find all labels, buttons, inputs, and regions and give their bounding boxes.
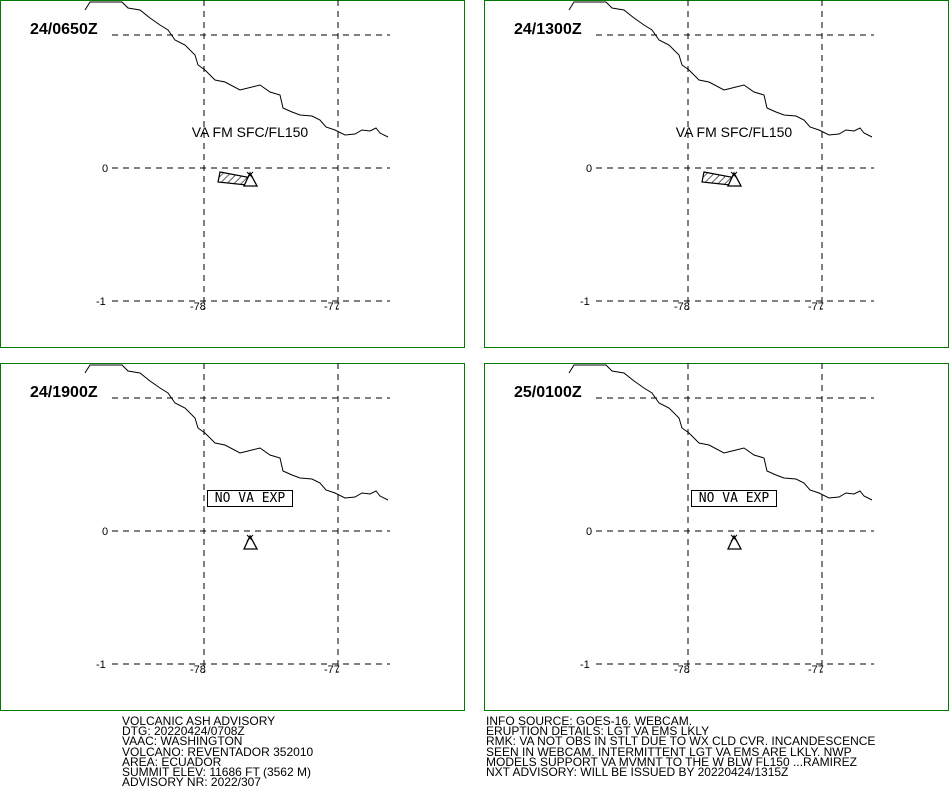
label-bg	[510, 381, 590, 401]
lon-label: -78	[674, 301, 690, 313]
annotation-box	[691, 490, 777, 507]
volcano	[242, 171, 259, 187]
annotation-box	[207, 490, 293, 507]
label-bg	[26, 381, 106, 401]
coastline	[84, 364, 389, 501]
ash-annotation: NO VA EXP	[215, 491, 286, 506]
map-panel: 25/0100Z 0 -1 -78 -77 NO VA EXP	[484, 363, 949, 711]
volcano	[242, 534, 259, 550]
lat-label: -1	[580, 659, 590, 671]
lat-label: -1	[96, 296, 106, 308]
advisory-right: INFO SOURCE: GOES-16. WEBCAM. ERUPTION DE…	[486, 714, 876, 780]
panel-border	[484, 363, 949, 711]
ash-annotation: VA FM SFC/FL150	[192, 124, 309, 140]
advisory-line: DTG: 20220424/0708Z	[122, 724, 245, 739]
advisory-line: SEEN IN WEBCAM. INTERMITTENT LGT VA EMS …	[486, 744, 852, 759]
map-panel: 24/1900Z 0 -1 -78 -77 NO VA EXP	[0, 363, 465, 711]
lat-label: 0	[586, 163, 592, 175]
advisory-line: VOLCANO: REVENTADOR 352010	[122, 744, 314, 759]
advisory-line: ADVISORY NR: 2022/307	[122, 775, 261, 790]
advisory-line: VAAC: WASHINGTON	[122, 734, 243, 749]
lon-label: -78	[190, 664, 206, 676]
volcano-plume	[246, 171, 254, 179]
volcano-plume	[730, 171, 738, 179]
ash-annotation: NO VA EXP	[699, 491, 770, 506]
lon-label: -78	[674, 664, 690, 676]
valid-time: 24/0650Z	[30, 21, 98, 38]
advisory-line: AREA: ECUADOR	[122, 754, 222, 769]
lon-label: -78	[190, 301, 206, 313]
lat-label: -1	[580, 296, 590, 308]
volcano	[726, 171, 743, 187]
lat-label: 0	[102, 526, 108, 538]
valid-time: 24/1300Z	[514, 21, 582, 38]
volcano-plume	[730, 534, 738, 542]
advisory-line: VOLCANIC ASH ADVISORY	[122, 714, 276, 728]
volcano-plume	[246, 534, 254, 542]
map-panel: 24/1300Z 0 -1 -78 -77 VA FM SFC/FL150	[484, 0, 949, 348]
advisory-line: ERUPTION DETAILS: LGT VA EMS LKLY	[486, 724, 710, 739]
panel-border	[0, 363, 465, 711]
advisory-line: NXT ADVISORY: WILL BE ISSUED BY 20220424…	[486, 765, 789, 780]
map-panel: 24/0650Z 0 -1 -78 -77 VA FM SFC/FL150	[0, 0, 465, 348]
valid-time: 24/1900Z	[30, 384, 98, 401]
panel-border	[0, 0, 465, 348]
lon-label: -77	[324, 301, 340, 313]
volcano	[726, 534, 743, 550]
lon-label: -77	[808, 301, 824, 313]
advisory-line: MODELS SUPPORT VA MVMNT TO THE W BLW FL1…	[486, 754, 857, 769]
advisory-line: RMK: VA NOT OBS IN STLT DUE TO WX CLD CV…	[486, 734, 876, 749]
lon-label: -77	[808, 664, 824, 676]
lat-label: -1	[96, 659, 106, 671]
valid-time: 25/0100Z	[514, 384, 582, 401]
coastline	[568, 1, 873, 138]
advisory-line: SUMMIT ELEV: 11686 FT (3562 M)	[122, 765, 311, 780]
lon-label: -77	[324, 664, 340, 676]
coastline	[568, 364, 873, 501]
label-bg	[26, 18, 106, 38]
coastline	[84, 1, 389, 138]
panel-border	[484, 0, 949, 348]
lat-label: 0	[586, 526, 592, 538]
lat-label: 0	[102, 163, 108, 175]
label-bg	[510, 18, 590, 38]
advisory-left: VOLCANIC ASH ADVISORY DTG: 20220424/0708Z…	[122, 714, 314, 790]
ash-annotation: VA FM SFC/FL150	[676, 124, 793, 140]
advisory-line: INFO SOURCE: GOES-16. WEBCAM.	[486, 714, 693, 728]
